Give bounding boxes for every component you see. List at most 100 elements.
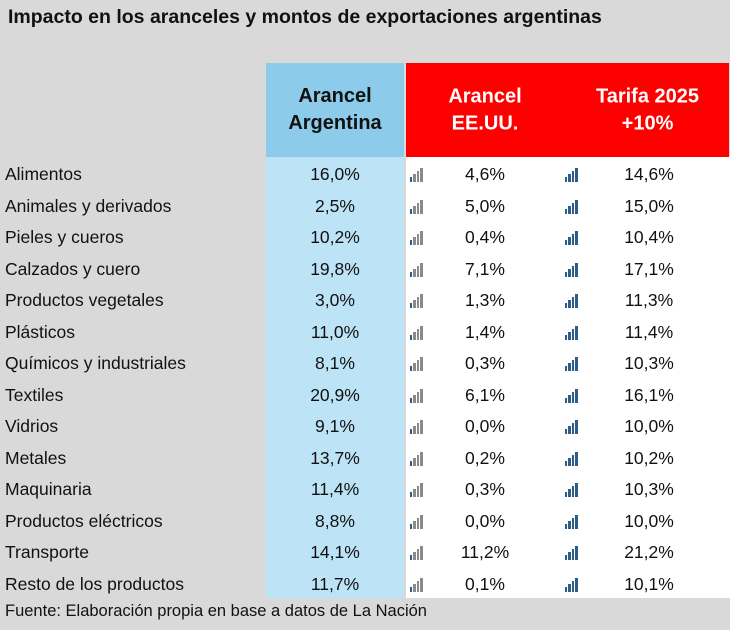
table-row: Vidrios 9,1% 0,0% 10,0% xyxy=(0,411,730,443)
tarifa-2025-value: 14,6% xyxy=(624,164,674,184)
arancel-eeuu-value: 7,1% xyxy=(465,258,505,279)
signal-bars-low-icon xyxy=(410,514,423,529)
arancel-argentina-value: 14,1% xyxy=(310,542,360,562)
signal-bars-low-icon-wrap xyxy=(410,418,423,439)
header-tarifa-2025: Tarifa 2025 +10% xyxy=(566,83,729,136)
signal-bars-low-icon-wrap xyxy=(410,198,423,219)
table-row: Animales y derivados 2,5% 5,0% 15,0% xyxy=(0,191,730,223)
tarifa-2025-value: 17,1% xyxy=(624,258,674,279)
table-body: Alimentos 16,0% 4,6% 14,6% Animales y deriva… xyxy=(0,159,730,600)
arancel-eeuu-value: 0,3% xyxy=(465,353,505,373)
arancel-argentina-value: 11,0% xyxy=(310,321,360,342)
signal-bars-low-icon-wrap xyxy=(410,481,423,502)
tarifa-2025-value: 10,0% xyxy=(624,416,674,436)
arancel-argentina-value: 19,8% xyxy=(310,258,360,279)
row-category: Transporte xyxy=(5,542,89,562)
arancel-eeuu-value: 1,3% xyxy=(465,290,505,310)
row-category: Animales y derivados xyxy=(5,195,172,216)
signal-bars-full-icon-wrap xyxy=(565,450,578,471)
signal-bars-low-icon-wrap xyxy=(410,450,423,471)
signal-bars-low-icon xyxy=(410,325,423,340)
signal-bars-low-icon xyxy=(410,356,423,371)
signal-bars-low-icon xyxy=(410,199,423,214)
signal-bars-low-icon-wrap xyxy=(410,576,423,597)
signal-bars-low-icon xyxy=(410,262,423,277)
signal-bars-low-icon xyxy=(410,482,423,497)
signal-bars-full-icon xyxy=(565,514,578,529)
signal-bars-low-icon-wrap xyxy=(410,513,423,534)
row-category: Pieles y cueros xyxy=(5,227,124,247)
arancel-argentina-value: 2,5% xyxy=(315,195,355,216)
arancel-argentina-value: 3,0% xyxy=(315,290,355,310)
arancel-eeuu-value: 0,1% xyxy=(465,573,505,594)
signal-bars-low-icon-wrap xyxy=(410,261,423,282)
signal-bars-full-icon-wrap xyxy=(565,198,578,219)
row-category: Alimentos xyxy=(5,164,82,184)
arancel-argentina-value: 8,1% xyxy=(315,353,355,373)
arancel-argentina-value: 20,9% xyxy=(310,384,360,405)
signal-bars-full-icon xyxy=(565,325,578,340)
row-category: Metales xyxy=(5,447,67,468)
arancel-eeuu-value: 6,1% xyxy=(465,384,505,405)
signal-bars-full-icon xyxy=(565,419,578,434)
signal-bars-full-icon xyxy=(565,451,578,466)
table-row: Plásticos 11,0% 1,4% 11,4% xyxy=(0,317,730,349)
signal-bars-full-icon xyxy=(565,230,578,245)
row-category: Textiles xyxy=(5,384,64,405)
signal-bars-low-icon xyxy=(410,451,423,466)
signal-bars-low-icon xyxy=(410,388,423,403)
signal-bars-full-icon-wrap xyxy=(565,481,578,502)
signal-bars-full-icon xyxy=(565,545,578,560)
argentina-column-background xyxy=(266,157,404,598)
tarifa-2025-value: 11,3% xyxy=(624,290,674,310)
arancel-eeuu-value: 0,4% xyxy=(465,227,505,247)
arancel-argentina-value: 13,7% xyxy=(310,447,360,468)
tarifa-2025-value: 15,0% xyxy=(624,195,674,216)
signal-bars-full-icon-wrap xyxy=(565,229,578,250)
signal-bars-full-icon xyxy=(565,293,578,308)
arancel-argentina-value: 11,4% xyxy=(310,479,360,499)
arancel-eeuu-value: 1,4% xyxy=(465,321,505,342)
arancel-argentina-value: 11,7% xyxy=(310,573,360,594)
header-us-line1: Arancel xyxy=(448,85,522,108)
arancel-eeuu-value: 5,0% xyxy=(465,195,505,216)
signal-bars-low-icon-wrap xyxy=(410,387,423,408)
signal-bars-full-icon-wrap xyxy=(565,387,578,408)
header-arancel-eeuu: Arancel EE.UU. xyxy=(406,83,564,136)
row-category: Vidrios xyxy=(5,416,59,436)
arancel-eeuu-value: 0,2% xyxy=(465,447,505,468)
table-row: Pieles y cueros 10,2% 0,4% 10,4% xyxy=(0,222,730,254)
signal-bars-full-icon-wrap xyxy=(565,324,578,345)
signal-bars-low-icon xyxy=(410,577,423,592)
table-row: Químicos y industriales 8,1% 0,3% 10,3% xyxy=(0,348,730,380)
signal-bars-full-icon xyxy=(565,482,578,497)
header-us-line2: EE.UU. xyxy=(451,112,519,134)
tarifa-2025-value: 16,1% xyxy=(624,384,674,405)
arancel-argentina-value: 8,8% xyxy=(315,510,355,531)
signal-bars-low-icon xyxy=(410,545,423,560)
signal-bars-full-icon-wrap xyxy=(565,355,578,376)
source-note: Fuente: Elaboración propia en base a dat… xyxy=(5,602,427,620)
tarifa-2025-value: 10,4% xyxy=(624,227,674,247)
signal-bars-full-icon-wrap xyxy=(565,418,578,439)
signal-bars-full-icon-wrap xyxy=(565,544,578,565)
tarifa-2025-value: 10,3% xyxy=(624,479,674,499)
us-columns-background xyxy=(406,157,730,598)
signal-bars-full-icon xyxy=(565,356,578,371)
header-red-band: Arancel EE.UU. Tarifa 2025 +10% xyxy=(406,63,729,157)
row-category: Calzados y cuero xyxy=(5,258,141,279)
arancel-eeuu-value: 0,3% xyxy=(465,479,505,499)
signal-bars-low-icon xyxy=(410,230,423,245)
row-category: Productos vegetales xyxy=(5,290,164,310)
signal-bars-full-icon-wrap xyxy=(565,576,578,597)
signal-bars-low-icon-wrap xyxy=(410,355,423,376)
table-row: Productos eléctricos 8,8% 0,0% 10,0% xyxy=(0,506,730,538)
signal-bars-full-icon-wrap xyxy=(565,292,578,313)
table-row: Transporte 14,1% 11,2% 21,2% xyxy=(0,537,730,569)
arancel-eeuu-value: 0,0% xyxy=(465,416,505,436)
arancel-argentina-value: 10,2% xyxy=(310,227,360,247)
signal-bars-low-icon-wrap xyxy=(410,544,423,565)
signal-bars-full-icon xyxy=(565,199,578,214)
table-row: Calzados y cuero 19,8% 7,1% 17,1% xyxy=(0,254,730,286)
table-row: Maquinaria 11,4% 0,3% 10,3% xyxy=(0,474,730,506)
